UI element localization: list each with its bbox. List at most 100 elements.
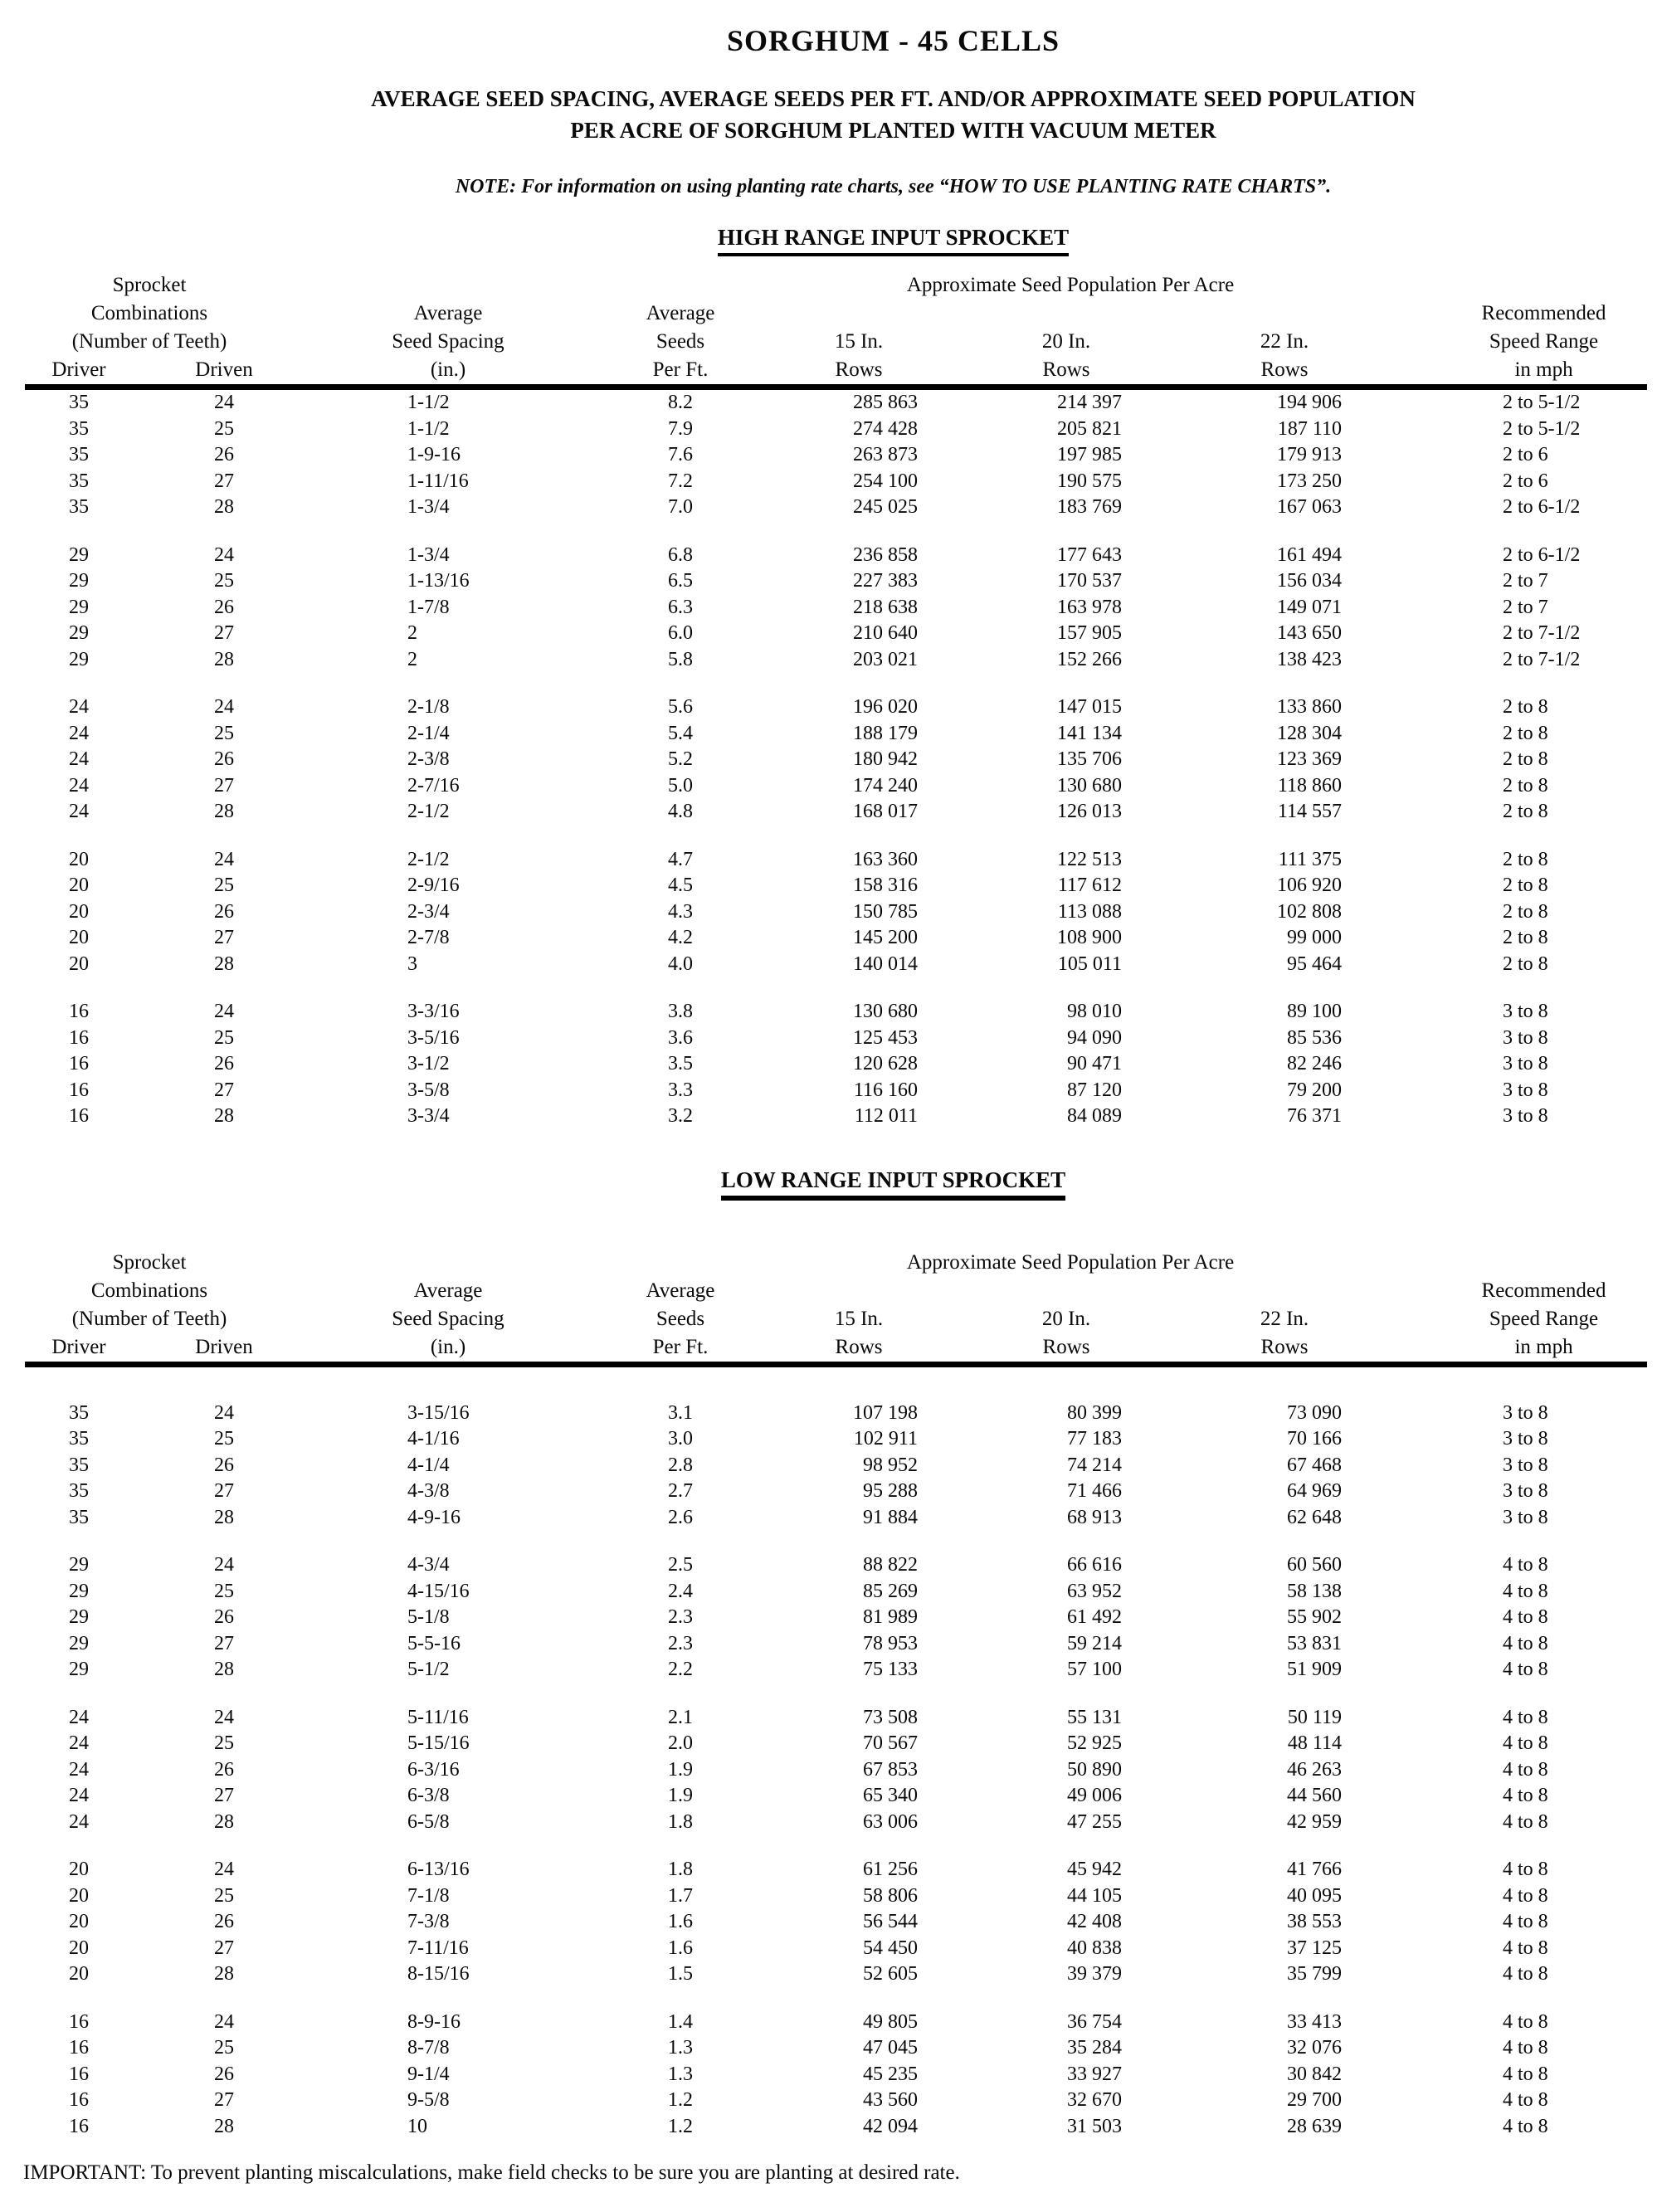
table-cell: 28 — [214, 1105, 234, 1127]
table-cell: 37 125 — [1287, 1937, 1343, 1959]
table-cell: 2 to 5-1/2 — [1503, 417, 1581, 440]
table-cell: 4-9-16 — [407, 1506, 461, 1528]
table-row: 35 28 1-3/4 7.0 245 025 183 769 167 063 2 to 6-… — [25, 495, 1647, 521]
column-header-rows-22: Rows — [1145, 1333, 1362, 1367]
table-cell: 190 575 — [1057, 470, 1122, 492]
table-cell: 47 045 — [863, 2037, 918, 2059]
table-cell: 63 006 — [863, 1810, 918, 1833]
column-header-speed-2: Speed Range — [1489, 1307, 1599, 1330]
table-cell: 3 — [407, 953, 417, 975]
table-cell: 27 — [214, 1785, 234, 1806]
table-cell: 285 863 — [853, 392, 918, 413]
table-cell: 274 428 — [853, 417, 918, 440]
table-cell: 80 399 — [1067, 1401, 1122, 1424]
table-cell: 55 902 — [1287, 1606, 1343, 1628]
block-spacer-cell — [25, 826, 1647, 847]
table-cell: 24 — [214, 1401, 234, 1424]
block-spacer-row — [25, 1364, 1647, 1401]
table-cell: 2.0 — [668, 1732, 693, 1754]
table-cell: 4 to 8 — [1503, 1810, 1548, 1833]
table-cell: 135 706 — [1057, 748, 1122, 770]
subtitle-line-1: AVERAGE SEED SPACING, AVERAGE SEEDS PER … — [371, 86, 1416, 111]
table-cell: 4.5 — [668, 875, 693, 896]
block-spacer-cell — [25, 521, 1647, 543]
table-cell: 2 — [407, 622, 417, 644]
table-row: 24 28 6-5/8 1.8 63 006 47 255 42 959 4 to 8 — [25, 1810, 1647, 1836]
column-header-spacing-1: Average — [413, 302, 483, 324]
table-cell: 61 492 — [1067, 1606, 1122, 1628]
table-cell: 25 — [214, 1580, 234, 1602]
table-cell: 26 — [214, 1606, 234, 1628]
block-spacer-cell — [25, 1683, 1647, 1705]
table-cell: 113 088 — [1057, 900, 1122, 923]
table-cell: 4-1/16 — [407, 1428, 460, 1449]
table-row: 24 25 2-1/4 5.4 188 179 141 134 128 304 2 to 8 — [25, 721, 1647, 748]
table-row: 29 26 5-1/8 2.3 81 989 61 492 55 902 4 to 8 — [25, 1605, 1647, 1631]
table-cell: 90 471 — [1067, 1053, 1122, 1074]
table-cell: 9-1/4 — [407, 2063, 450, 2085]
table-row: 16 24 3-3/16 3.8 130 680 98 010 89 100 3 to 8 — [25, 999, 1647, 1026]
table-cell: 77 183 — [1067, 1428, 1122, 1449]
table-cell: 125 453 — [853, 1026, 918, 1049]
table-cell: 39 379 — [1067, 1963, 1122, 1985]
table-cell: 82 246 — [1287, 1053, 1343, 1074]
table-cell: 3.2 — [668, 1105, 693, 1127]
table-cell: 4-3/8 — [407, 1480, 450, 1502]
table-cell: 20 — [69, 900, 89, 923]
table-cell: 3 to 8 — [1503, 1001, 1548, 1022]
table-cell: 4.8 — [668, 801, 693, 822]
table-cell: 28 — [214, 953, 234, 975]
table-cell: 28 — [214, 496, 234, 518]
table-cell: 67 468 — [1287, 1454, 1343, 1476]
table-cell: 29 — [69, 648, 89, 670]
table-cell: 35 — [69, 470, 89, 492]
column-header-rows-20: Rows — [938, 1333, 1145, 1367]
table-cell: 25 — [214, 417, 234, 440]
table-cell: 35 — [69, 1480, 89, 1502]
table-cell: 187 110 — [1277, 417, 1343, 440]
table-cell: 26 — [214, 1454, 234, 1476]
table-cell: 16 — [69, 2010, 89, 2033]
table-cell: 3.5 — [668, 1053, 693, 1074]
table-cell: 8-7/8 — [407, 2037, 450, 2059]
table-cell: 141 134 — [1057, 722, 1122, 744]
table-cell: 24 — [214, 392, 234, 413]
table-cell: 16 — [69, 1079, 89, 1101]
table-cell: 24 — [214, 1706, 234, 1728]
table-cell: 2 to 6 — [1503, 470, 1548, 492]
table-cell: 140 014 — [853, 953, 918, 975]
table-cell: 6.5 — [668, 570, 693, 592]
table-cell: 2 to 7 — [1503, 570, 1548, 592]
table-cell: 35 — [69, 1454, 89, 1476]
table-cell: 118 860 — [1277, 774, 1343, 797]
table-cell: 1-11/16 — [407, 470, 469, 492]
block-spacer-cell — [25, 673, 1647, 694]
table-cell: 2 to 8 — [1503, 953, 1548, 975]
table-cell: 75 133 — [863, 1659, 918, 1680]
table-cell: 24 — [214, 1001, 234, 1022]
table-cell: 3.3 — [668, 1079, 693, 1101]
table-cell: 27 — [214, 2089, 234, 2111]
table-cell: 2-7/8 — [407, 927, 450, 948]
column-header-15in: 15 In. — [834, 1307, 884, 1330]
table-cell: 74 214 — [1067, 1454, 1122, 1476]
table-cell: 263 873 — [853, 444, 918, 465]
table-cell: 3-5/8 — [407, 1079, 450, 1101]
table-row: 20 24 6-13/16 1.8 61 256 45 942 41 766 4 to 8 — [25, 1857, 1647, 1883]
table-row: 35 27 1-11/16 7.2 254 100 190 575 173 250 2 to … — [25, 469, 1647, 495]
table-cell: 26 — [214, 596, 234, 618]
table-cell: 50 890 — [1067, 1758, 1122, 1781]
table-cell: 3 to 8 — [1503, 1506, 1548, 1528]
table-cell: 58 138 — [1287, 1580, 1343, 1602]
table-row: 24 24 2-1/8 5.6 196 020 147 015 133 860 2 to 8 — [25, 694, 1647, 721]
table-row: 20 26 7-3/8 1.6 56 544 42 408 38 553 4 to 8 — [25, 1909, 1647, 1936]
table-cell: 16 — [69, 1105, 89, 1127]
table-cell: 5.4 — [668, 722, 693, 744]
table-cell: 122 513 — [1057, 848, 1122, 870]
column-header-population: Approximate Seed Population Per Acre — [906, 274, 1235, 296]
table-cell: 66 616 — [1067, 1554, 1122, 1576]
table-cell: 85 536 — [1287, 1026, 1343, 1049]
table-cell: 196 020 — [853, 696, 918, 718]
